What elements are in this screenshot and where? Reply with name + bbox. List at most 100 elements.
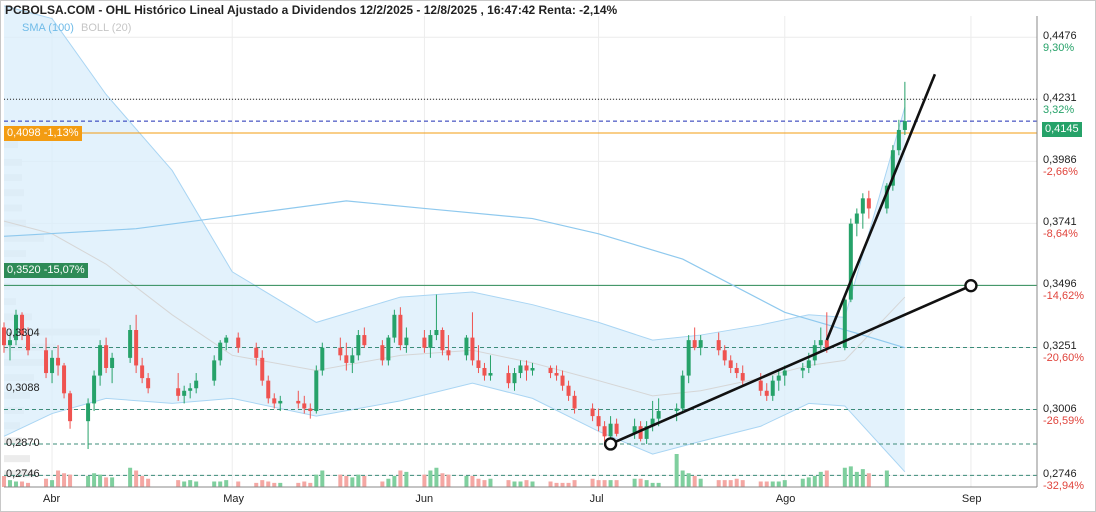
- volume-bar: [314, 474, 319, 487]
- volume-bar: [440, 473, 445, 487]
- volume-bar: [464, 476, 469, 487]
- candle-body: [98, 345, 103, 376]
- candle-body: [644, 426, 649, 439]
- trendlines[interactable]: [603, 73, 978, 451]
- candle-body: [902, 121, 907, 130]
- volume-profile-bar: [4, 437, 22, 445]
- volume-bar: [362, 476, 367, 487]
- candle-body: [482, 367, 487, 376]
- volume-bar: [548, 481, 553, 487]
- candle-body: [758, 380, 763, 391]
- volume-bar: [854, 471, 859, 487]
- legend-sma[interactable]: SMA (100): [22, 22, 74, 34]
- volume-bar: [182, 481, 187, 487]
- candle-body: [638, 426, 643, 439]
- volume-bar: [236, 481, 241, 487]
- axis-pct-label: -20,60%: [1043, 352, 1084, 365]
- month-label: Abr: [43, 493, 61, 505]
- indicator-legend[interactable]: SMA (100) BOLL (20): [22, 22, 131, 34]
- candle-body: [272, 398, 277, 404]
- candle-body: [884, 185, 889, 209]
- candle-body: [362, 335, 367, 346]
- volume-bar: [824, 470, 829, 487]
- candle-body: [632, 426, 637, 434]
- volume-bar: [806, 477, 811, 487]
- volume-bar: [602, 480, 607, 487]
- volume-bar: [734, 478, 739, 487]
- candle-body: [110, 357, 115, 368]
- candle-body: [356, 335, 361, 356]
- candle-body: [380, 345, 385, 361]
- axis-pct-label: -26,59%: [1043, 414, 1084, 427]
- volume-bar: [764, 481, 769, 487]
- volume-bar: [650, 482, 655, 487]
- volume-bar: [686, 473, 691, 487]
- volume-bar: [92, 473, 97, 487]
- axis-price-label: 0,3006: [1043, 402, 1077, 415]
- volume-bar: [818, 471, 823, 487]
- trendline: [825, 73, 937, 341]
- volume-bar: [842, 467, 847, 487]
- volume-bar: [26, 482, 31, 487]
- candle-body: [308, 408, 313, 412]
- candle-body: [422, 337, 427, 348]
- volume-bar: [392, 476, 397, 487]
- volume-bar: [614, 480, 619, 487]
- candle-body: [716, 340, 721, 351]
- volume-bar: [188, 480, 193, 487]
- trendline-handle: [964, 278, 978, 293]
- candle-body: [344, 355, 349, 363]
- axis-pct-label: 3,32%: [1043, 104, 1075, 117]
- volume-bar: [698, 478, 703, 487]
- candle-body: [764, 390, 769, 396]
- volume-bar: [428, 470, 433, 487]
- axis-pct-label: -14,62%: [1043, 290, 1084, 303]
- volume-bar: [140, 476, 145, 487]
- candle-body: [812, 345, 817, 361]
- volume-bar: [278, 482, 283, 487]
- horizontal-levels: [4, 98, 1037, 476]
- volume-bar: [470, 476, 475, 487]
- volume-bar: [560, 482, 565, 487]
- candle-body: [50, 357, 55, 374]
- volume-bar: [320, 470, 325, 487]
- candle-body: [566, 385, 571, 396]
- volume-bar: [344, 476, 349, 487]
- candle-body: [2, 327, 6, 346]
- candle-body: [236, 337, 241, 348]
- candle-body: [398, 314, 403, 346]
- volume-bar: [128, 467, 133, 487]
- volume-bar: [98, 474, 103, 487]
- trendline: [610, 284, 972, 446]
- sma-100-line: [3, 200, 906, 349]
- left-price-label: 0,3088: [6, 381, 40, 394]
- volume-bar: [356, 474, 361, 487]
- candle-body: [320, 347, 325, 371]
- candle-body: [278, 400, 283, 404]
- candle-body: [866, 198, 871, 209]
- candle-body: [68, 393, 73, 422]
- candle-body: [338, 347, 343, 356]
- candle-body: [314, 370, 319, 412]
- candles: [2, 81, 907, 450]
- volume-bar: [218, 481, 223, 487]
- volume-bar: [146, 478, 151, 487]
- volume-bar: [506, 480, 511, 487]
- candle-body: [440, 330, 445, 351]
- candle-body: [698, 340, 703, 348]
- legend-boll[interactable]: BOLL (20): [81, 22, 132, 34]
- month-label: Jul: [589, 493, 604, 505]
- candle-body: [428, 335, 433, 348]
- candle-body: [26, 335, 31, 351]
- volume-bar: [260, 480, 265, 487]
- volume-bar: [446, 474, 451, 487]
- volume-bar: [848, 466, 853, 487]
- candle-body: [530, 367, 535, 371]
- left-price-label: 0,2870: [6, 436, 40, 449]
- candle-body: [680, 375, 685, 409]
- candle-body: [590, 408, 595, 417]
- left-price-label: 0,2746: [6, 468, 40, 481]
- candle-body: [518, 365, 523, 374]
- candle-body: [86, 403, 91, 422]
